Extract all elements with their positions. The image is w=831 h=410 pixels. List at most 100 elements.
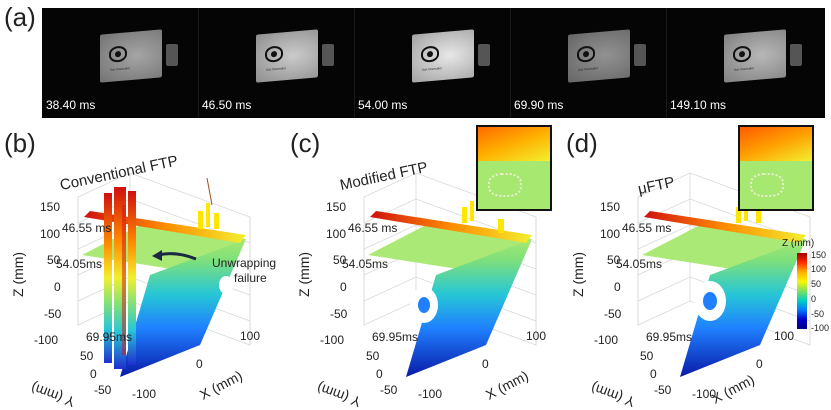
x-tick: -100 [132, 387, 157, 401]
frame-time: 54.00 ms [358, 98, 408, 112]
time-54ms: 54.05ms [342, 257, 389, 271]
frame-time: 38.40 ms [46, 98, 96, 112]
video-frame: Sun Overwater 46.50 ms [198, 8, 355, 118]
x-tick: 100 [526, 329, 547, 343]
z-tick: 100 [326, 227, 347, 241]
colorbar-title: Z (mm) [782, 238, 815, 249]
panel-b-label: (b) [4, 128, 36, 158]
inset-top-surface [740, 127, 812, 161]
y-tick: 50 [366, 349, 380, 363]
x-tick: 100 [240, 329, 261, 343]
spikes [104, 187, 136, 369]
eye-hole [219, 276, 233, 294]
z-tick: 150 [326, 200, 347, 214]
z-tick: 0 [340, 280, 347, 294]
colorbar-tick: -50 [811, 309, 825, 319]
frame-time: 149.10 ms [670, 98, 727, 112]
target-card: Sun Overwater [256, 29, 318, 83]
time-69ms: 69.95ms [646, 330, 693, 344]
unwrapping-arrow [152, 250, 197, 261]
inset-top-surface [478, 127, 550, 161]
colorbar-tick: 0 [811, 294, 817, 304]
colorbar-tick: 50 [811, 279, 822, 289]
eye-pattern [410, 287, 438, 323]
z-tick: 50 [47, 253, 61, 267]
surface-46ms [370, 211, 532, 243]
z-tick: -50 [44, 307, 62, 321]
z-axis-label: Z (mm) [296, 251, 312, 297]
x-tick: -100 [692, 387, 717, 401]
time-69ms: 69.95ms [372, 330, 419, 344]
video-frame: Sun Overwater 69.90 ms [510, 8, 667, 118]
colorbar-tick: 100 [811, 264, 827, 274]
y-tick: 0 [90, 367, 97, 381]
z-tick: -100 [320, 333, 345, 347]
z-tick: -50 [330, 307, 348, 321]
zoom-inset [476, 125, 552, 211]
frame-time: 69.90 ms [514, 98, 564, 112]
colorbar-tick: 150 [811, 250, 827, 260]
inset-speckle [750, 173, 784, 197]
mount-posts [736, 201, 761, 223]
video-frame: Sun Overwater 54.00 ms [354, 8, 511, 118]
mount-bracket [322, 44, 334, 66]
y-tick: 50 [80, 349, 94, 363]
mount-posts [462, 201, 504, 233]
time-69ms: 69.95ms [86, 330, 133, 344]
colorbar-tick: -100 [811, 323, 830, 333]
z-tick: 150 [40, 200, 61, 214]
annotation-line2: failure [234, 271, 267, 285]
z-tick: 50 [333, 253, 347, 267]
surface-69ms [680, 239, 806, 377]
video-frame: Sun Overwater 149.10 ms [666, 8, 822, 118]
z-axis-label: Z (mm) [10, 251, 26, 297]
mount-bracket [478, 44, 490, 66]
target-card: Sun Overwater [100, 29, 162, 83]
plot-micro-ftp: μFTP 46.55 ms 54.05ms 69.95ms 150 100 50… [560, 125, 830, 410]
frame-time: 46.50 ms [202, 98, 252, 112]
eye-pattern [694, 281, 726, 321]
post-glitches [198, 203, 219, 229]
grid-box [363, 172, 537, 346]
y-tick: 50 [640, 349, 654, 363]
inset-speckle [488, 173, 522, 197]
z-tick: -100 [34, 333, 59, 347]
surface-69ms [406, 239, 532, 377]
target-card: Sun Overwater [412, 29, 474, 83]
surface-plot-svg [363, 172, 537, 377]
panel-a-label: (a) [4, 2, 36, 32]
surface-46ms [644, 211, 806, 243]
z-tick: 0 [54, 280, 61, 294]
plot-conventional-ftp: Conventional FTP 46.55 ms 54.05ms 69.95m… [0, 125, 276, 410]
mount-bracket [634, 44, 646, 66]
z-tick: 100 [40, 227, 61, 241]
time-54ms: 54.05ms [616, 257, 663, 271]
x-tick: 0 [756, 357, 763, 371]
frame-strip: Sun Overwater 38.40 ms Sun Overwater 46.… [42, 8, 825, 118]
target-card: Sun Overwater [568, 29, 630, 83]
mount-bracket [790, 44, 802, 66]
time-46ms: 46.55 ms [622, 221, 672, 235]
surface-plot-svg [77, 172, 251, 377]
plot-modified-ftp: Modified FTP 46.55 ms 54.05ms 69.95ms 15… [286, 125, 556, 410]
z-axis-label: Z (mm) [570, 251, 586, 297]
stray-spike [206, 177, 213, 206]
target-card: Sun Overwater [724, 29, 786, 83]
y-tick: 0 [376, 367, 383, 381]
x-tick: 0 [196, 357, 203, 371]
y-tick: -50 [94, 383, 112, 397]
video-frame: Sun Overwater 38.40 ms [42, 8, 199, 118]
colorbar [797, 253, 807, 329]
annotation-line1: Unwrapping [212, 256, 277, 270]
panel-c-label: (c) [290, 128, 321, 158]
z-tick: -50 [604, 307, 622, 321]
z-tick: -100 [594, 333, 619, 347]
time-46ms: 46.55 ms [348, 221, 398, 235]
time-46ms: 46.55 ms [62, 221, 112, 235]
y-tick: 0 [650, 367, 657, 381]
z-tick: 100 [600, 227, 621, 241]
x-tick: -100 [418, 387, 443, 401]
panel-d-label: (d) [566, 128, 598, 158]
surface-plot-svg [637, 172, 811, 377]
time-54ms: 54.05ms [56, 257, 103, 271]
